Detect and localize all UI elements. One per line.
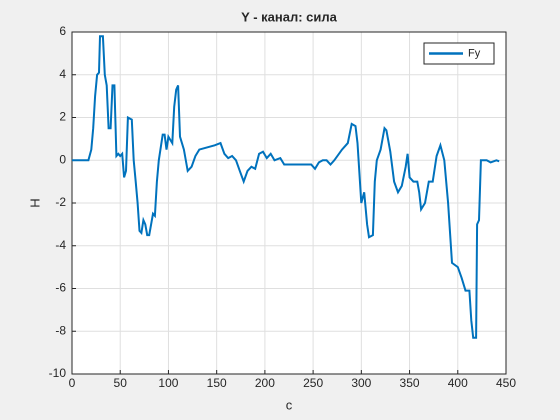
- data-line: [72, 35, 500, 339]
- x-tick-label: 400: [448, 376, 468, 390]
- x-tick-label: 100: [158, 376, 178, 390]
- x-tick-label: 50: [114, 376, 128, 390]
- y-tick-label: -10: [49, 366, 67, 380]
- y-tick-label: -4: [55, 238, 66, 252]
- y-tick-label: -2: [55, 195, 66, 209]
- x-tick-label: 450: [496, 376, 516, 390]
- y-tick-label: 4: [59, 67, 66, 81]
- x-axis-label: c: [286, 397, 293, 412]
- x-tick-label: 250: [303, 376, 323, 390]
- axes-box: [71, 31, 507, 375]
- x-tick-label: 0: [69, 376, 76, 390]
- y-tick-label: 0: [59, 152, 66, 166]
- y-tick-label: 2: [59, 110, 66, 124]
- legend-label: Fy: [468, 47, 481, 59]
- y-tick-label: -6: [55, 281, 66, 295]
- y-tick-label: 6: [59, 24, 66, 38]
- y-axis-label: Н: [27, 198, 42, 207]
- y-tick-label: -8: [55, 323, 66, 337]
- x-tick-label: 200: [255, 376, 275, 390]
- x-tick-label: 350: [400, 376, 420, 390]
- x-tick-label: 150: [207, 376, 227, 390]
- chart-title: Y - канал: сила: [241, 9, 337, 24]
- x-tick-label: 300: [351, 376, 371, 390]
